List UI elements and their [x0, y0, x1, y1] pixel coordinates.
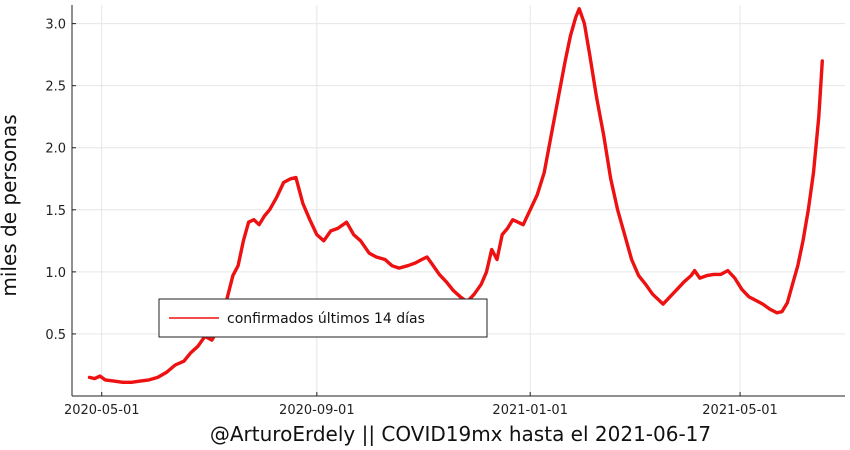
x-tick-label: 2021-01-01 — [492, 403, 568, 418]
y-tick-label: 0.5 — [45, 328, 66, 343]
legend: confirmados últimos 14 días — [158, 298, 488, 338]
grid — [72, 5, 845, 396]
series-line — [87, 6, 824, 384]
series-layer — [87, 6, 824, 384]
x-ticks: 2020-05-01 2020-09-01 2021-01-01 2021-05-01 — [64, 392, 778, 418]
axes — [71, 5, 845, 397]
x-tick-label: 2020-05-01 — [64, 403, 140, 418]
y-ticks: 0.5 1.0 1.5 2.0 2.5 3.0 — [45, 18, 76, 343]
y-tick-label: 2.5 — [45, 80, 66, 95]
x-tick-label: 2020-09-01 — [279, 403, 355, 418]
y-axis-title: miles de personas — [0, 114, 21, 296]
y-tick-label: 2.0 — [45, 142, 66, 157]
y-tick-label: 1.0 — [45, 266, 66, 281]
y-tick-label: 1.5 — [45, 204, 66, 219]
x-tick-label: 2021-05-01 — [702, 403, 778, 418]
x-axis-title: @ArturoErdely || COVID19mx hasta el 2021… — [210, 422, 711, 446]
y-tick-label: 3.0 — [45, 18, 66, 33]
legend-label: confirmados últimos 14 días — [227, 311, 425, 327]
